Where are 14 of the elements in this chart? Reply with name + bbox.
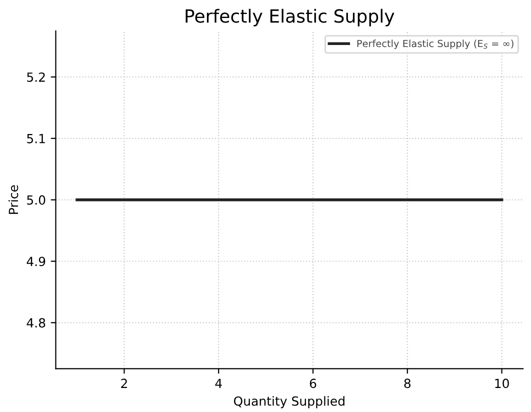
y-tick-label: 5.2 — [27, 72, 45, 82]
y-tick-label: 4.9 — [26, 256, 46, 266]
x-tick-label: 10 — [495, 378, 509, 388]
y-tick-label: 5.1 — [27, 134, 45, 144]
legend-label: Perfectly Elastic Supply (E$_{S}$ = ∞) — [357, 40, 514, 50]
y-tick-label: 4.8 — [26, 318, 46, 328]
x-tick-label: 8 — [404, 378, 411, 388]
x-tick-label: 6 — [310, 378, 316, 388]
y-tick-label: 5.0 — [27, 195, 46, 205]
x-tick-label: 4 — [215, 378, 222, 388]
x-tick-label: 2 — [121, 378, 127, 388]
y-axis-title: Price — [8, 185, 18, 214]
x-axis-title: Quantity Supplied — [234, 396, 344, 408]
chart-title: Perfectly Elastic Supply — [186, 8, 394, 26]
